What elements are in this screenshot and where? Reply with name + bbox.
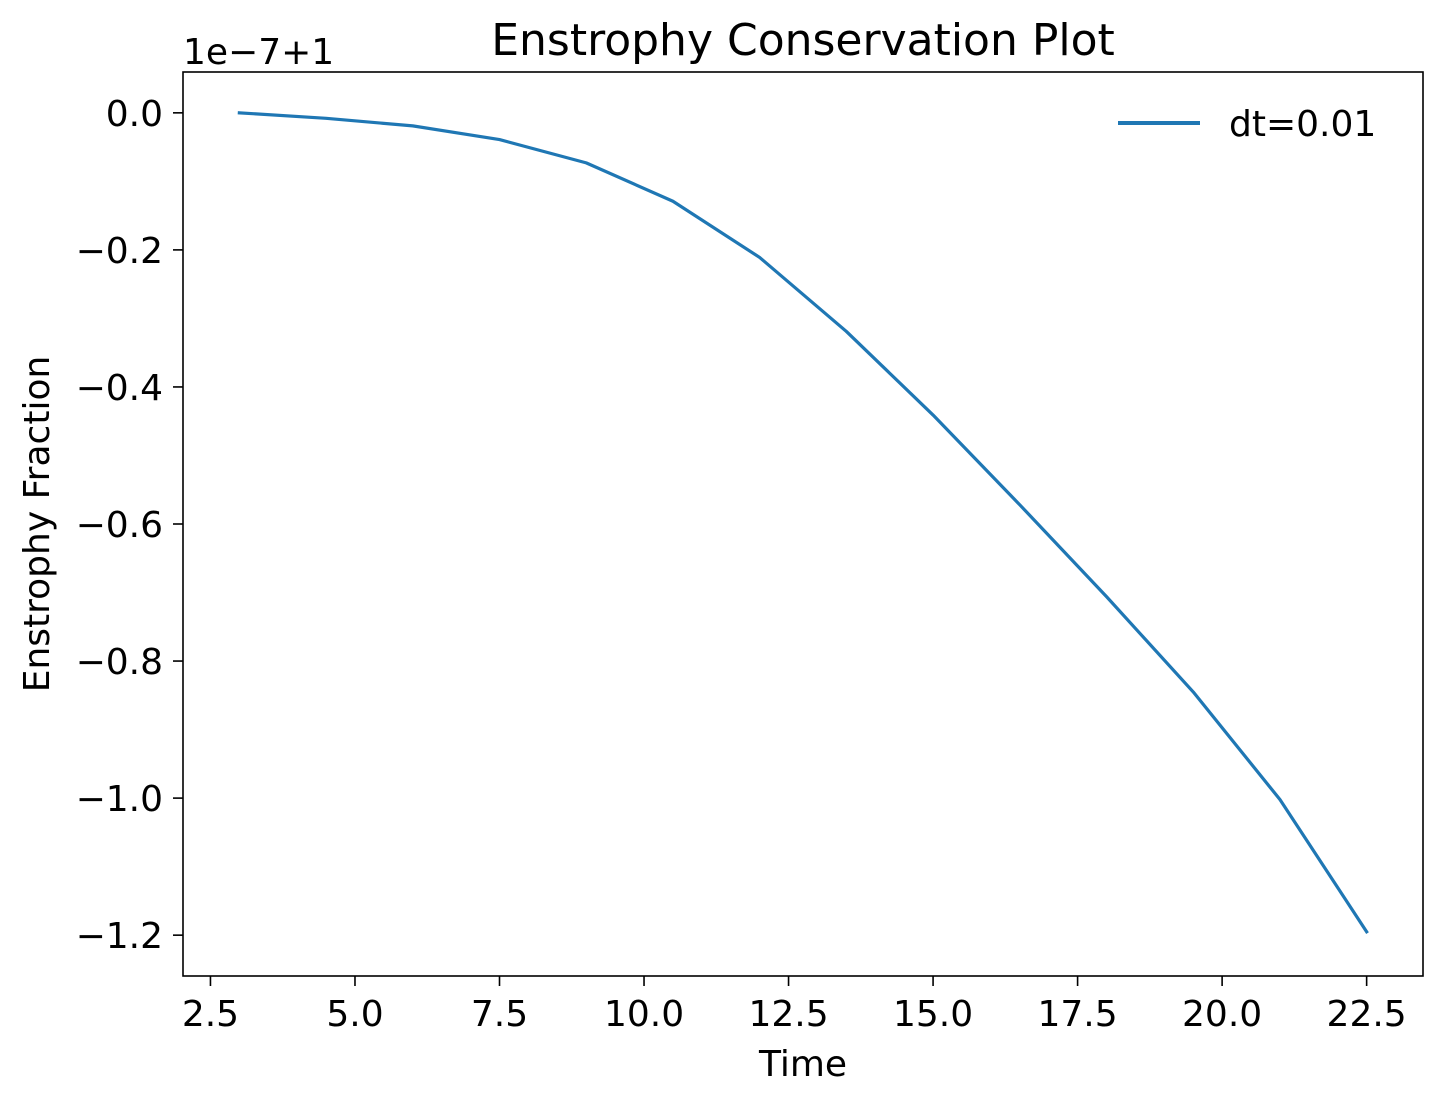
x-tick-label: 10.0 [604, 994, 684, 1035]
x-tick-label: 20.0 [1182, 994, 1262, 1035]
plot-frame [182, 71, 1424, 977]
series-line [237, 111, 1369, 934]
series-layer [237, 111, 1369, 934]
y-tick-label: 0.0 [106, 94, 163, 135]
x-tick-label: 2.5 [182, 994, 239, 1035]
x-tick-label: 7.5 [471, 994, 528, 1035]
y-axis-label: Enstrophy Fraction [17, 356, 58, 693]
y-tick-label: −1.2 [76, 916, 163, 957]
x-tick-label: 15.0 [893, 994, 973, 1035]
x-tick-label: 17.5 [1038, 994, 1118, 1035]
chart-title: Enstrophy Conservation Plot [491, 15, 1115, 66]
y-tick-label: −0.6 [76, 505, 163, 546]
plot-area [183, 72, 1423, 976]
y-tick-label: −1.0 [76, 779, 163, 820]
x-axis-ticks: 2.5 5.0 7.5 10.0 12.5 15.0 17.5 20.0 22.5 [182, 976, 1407, 1035]
legend: dt=0.01 [1118, 104, 1376, 145]
y-tick-label: −0.2 [76, 231, 163, 272]
x-tick-label: 22.5 [1327, 994, 1407, 1035]
x-tick-label: 5.0 [326, 994, 383, 1035]
legend-label: dt=0.01 [1229, 104, 1376, 145]
x-tick-label: 12.5 [748, 994, 828, 1035]
y-tick-label: −0.4 [76, 368, 163, 409]
y-axis-ticks: 0.0 −0.2 −0.4 −0.6 −0.8 −1.0 −1.2 [76, 94, 183, 957]
y-tick-label: −0.8 [76, 642, 163, 683]
y-axis-offset-label: 1e−7+1 [183, 32, 334, 73]
x-axis-label: Time [758, 1044, 847, 1085]
